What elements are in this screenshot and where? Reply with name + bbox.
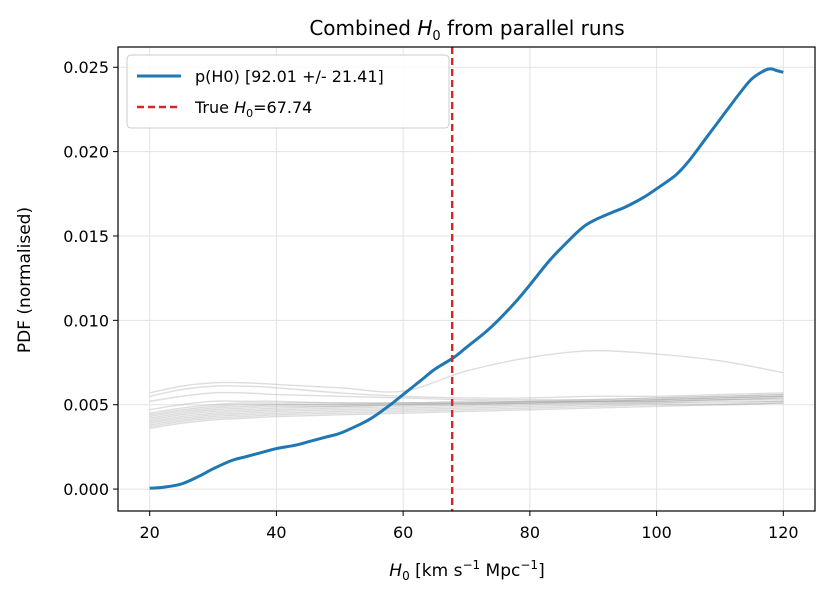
run-curve: [149, 400, 784, 424]
y-tick-label: 0.000: [63, 480, 109, 499]
y-axis-title: PDF (normalised): [15, 207, 35, 353]
run-curve: [149, 395, 784, 419]
x-tick-label: 20: [140, 523, 160, 542]
xlabel-post: ]: [538, 561, 545, 581]
x-axis-title: H0 [km s−1 Mpc−1]: [389, 558, 544, 583]
x-tick-label: 80: [520, 523, 540, 542]
y-tick-label: 0.015: [63, 227, 109, 246]
y-tick-label: 0.010: [63, 311, 109, 330]
truth-label-symbol: H: [234, 98, 246, 117]
run-curve: [149, 395, 784, 411]
xlabel-unit-pre: [km s: [410, 561, 463, 581]
plot-frame: [117, 46, 816, 512]
title-post: from parallel runs: [441, 16, 625, 40]
y-tick-label: 0.025: [63, 58, 109, 77]
run-curve: [149, 349, 784, 394]
legend: p(H0) [92.01 +/- 21.41] True H0=67.74: [126, 54, 450, 129]
x-tick-label: 40: [266, 523, 286, 542]
run-curve: [149, 397, 784, 421]
legend-label-truth: True H0=67.74: [194, 98, 312, 120]
xlabel-unit-mid: Mpc: [480, 561, 520, 581]
legend-box: [126, 54, 450, 129]
xlabel-symbol: H: [389, 561, 402, 581]
run-curve: [149, 395, 784, 418]
title-symbol: H: [417, 16, 432, 40]
main-curves: [149, 47, 784, 511]
x-tick-label: 60: [393, 523, 413, 542]
truth-label-post: =67.74: [253, 98, 312, 117]
x-tick-label: 100: [641, 523, 672, 542]
legend-label-combined: p(H0) [92.01 +/- 21.41]: [195, 67, 384, 86]
truth-label-subscript: 0: [246, 107, 253, 120]
truth-label-pre: True: [194, 98, 234, 117]
run-curve: [149, 398, 784, 423]
xlabel-subscript: 0: [402, 569, 410, 583]
run-curve: [149, 402, 784, 430]
y-tick-label: 0.020: [63, 143, 109, 162]
run-curve: [149, 391, 784, 403]
x-tick-label: 120: [768, 523, 799, 542]
y-tick-label: 0.005: [63, 396, 109, 415]
xlabel-exp1: −1: [462, 558, 480, 572]
run-curve: [149, 397, 784, 416]
run-curve: [149, 402, 784, 428]
xlabel-exp2: −1: [520, 558, 538, 572]
chart-title: Combined H0 from parallel runs: [309, 16, 624, 44]
title-pre: Combined: [309, 16, 417, 40]
run-curve: [149, 393, 784, 414]
combined-pdf-line: [149, 67, 784, 490]
title-subscript: 0: [432, 29, 440, 44]
run-curve: [149, 400, 784, 426]
axis-ticks: 20 40 60 80 100 120 0.000 0.005 0.010 0.015 0.020 0…: [63, 58, 798, 542]
